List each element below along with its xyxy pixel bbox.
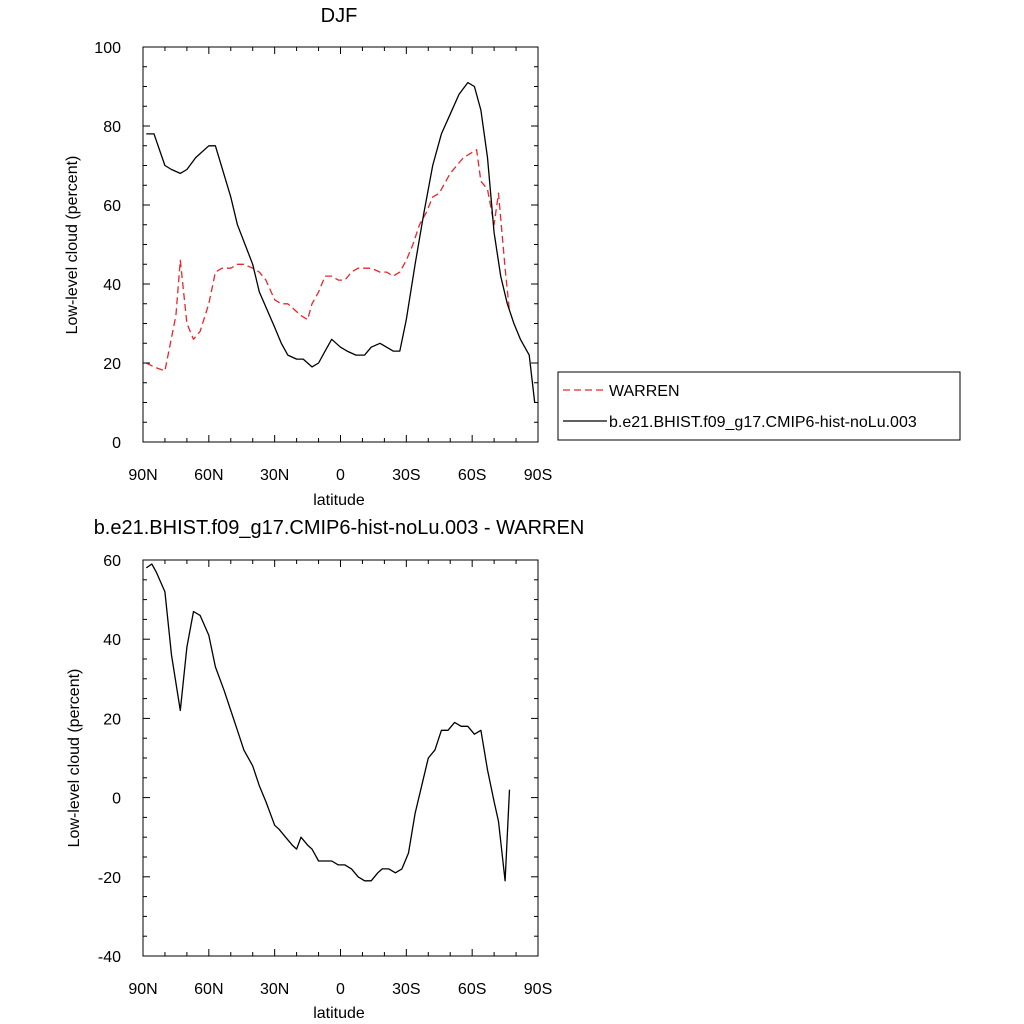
top-x-tick-label: 90S (524, 467, 552, 484)
top-x-tick-label: 30N (260, 467, 289, 484)
bottom-x-tick-label: 90N (128, 981, 157, 998)
bottom-x-axis-title: latitude (313, 1005, 365, 1022)
bottom-x-tick-label: 60S (458, 981, 486, 998)
top-x-tick-label: 60S (458, 467, 486, 484)
bottom-y-tick-label: -20 (98, 870, 121, 887)
bottom-series-line-0 (145, 563, 511, 882)
bottom-y-tick-label: 40 (103, 632, 121, 649)
top-ticks: 90N 60N 30N 0 30S 60S 90S 0 20 40 60 80 100 (94, 40, 552, 484)
bottom-panel: b.e21.BHIST.f09_g17.CMIP6-hist-noLu.003 … (66, 517, 584, 1022)
bottom-x-tick-label: 90S (524, 981, 552, 998)
top-y-tick-label: 60 (103, 198, 121, 215)
bottom-chart-title: b.e21.BHIST.f09_g17.CMIP6-hist-noLu.003 … (94, 517, 585, 539)
bottom-y-tick-label: 0 (112, 791, 121, 808)
top-plot-frame (142, 46, 539, 443)
bottom-y-tick-label: 60 (103, 553, 121, 570)
top-chart-title: DJF (321, 5, 358, 27)
top-y-axis-title: Low-level cloud (percent) (64, 156, 81, 335)
bottom-x-tick-label: 30S (392, 981, 420, 998)
bottom-y-tick-label: 20 (103, 711, 121, 728)
top-y-tick-label: 100 (94, 40, 121, 57)
top-x-tick-label: 0 (336, 467, 345, 484)
bottom-plot-lines (145, 563, 511, 882)
top-series-line-1 (146, 81, 536, 403)
legend-label-warren: WARREN (609, 383, 680, 400)
legend-box (557, 371, 961, 441)
top-x-tick-label: 60N (194, 467, 223, 484)
top-y-tick-label: 20 (103, 356, 121, 373)
top-x-tick-label: 90N (128, 467, 157, 484)
top-panel: DJF 90N 60N 30N 0 30S 60S 90S 0 20 40 60 80 100 lati… (64, 5, 961, 509)
top-series-line-0 (146, 149, 511, 372)
bottom-y-tick-label: -40 (98, 949, 121, 966)
top-y-tick-label: 40 (103, 277, 121, 294)
legend: WARREN b.e21.BHIST.f09_g17.CMIP6-hist-no… (557, 371, 961, 441)
legend-label-model: b.e21.BHIST.f09_g17.CMIP6-hist-noLu.003 (609, 414, 917, 431)
bottom-ticks: 90N 60N 30N 0 30S 60S 90S -40 -20 0 20 40 60 (98, 553, 552, 998)
top-y-tick-label: 0 (112, 435, 121, 452)
top-y-tick-label: 80 (103, 119, 121, 136)
bottom-x-tick-label: 60N (194, 981, 223, 998)
top-x-axis-title: latitude (313, 492, 365, 509)
top-x-tick-label: 30S (392, 467, 420, 484)
top-plot-lines (146, 81, 536, 403)
bottom-y-axis-title: Low-level cloud (percent) (66, 669, 83, 848)
bottom-x-tick-label: 30N (260, 981, 289, 998)
bottom-x-tick-label: 0 (336, 981, 345, 998)
